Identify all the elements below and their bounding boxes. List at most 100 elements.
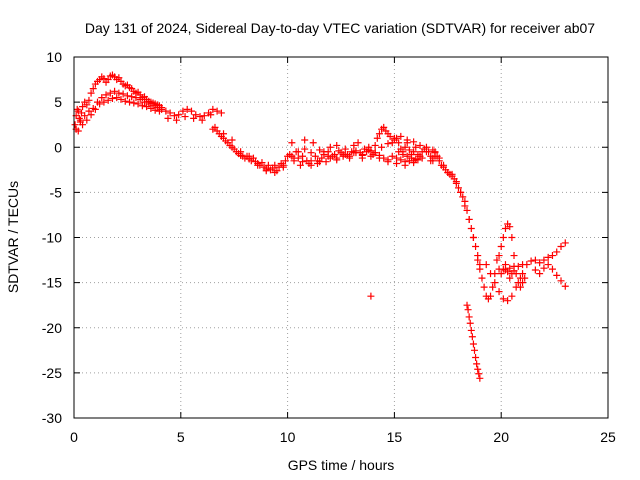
y-tick-label: -20 [42, 320, 62, 336]
data-point [393, 154, 401, 162]
data-point [71, 121, 79, 129]
data-point [399, 150, 407, 158]
data-point [489, 283, 497, 291]
data-point [228, 136, 236, 144]
data-point [431, 149, 439, 157]
data-point [115, 89, 123, 97]
tick-labels: 0 5 10 15 20 25 -30 -25 -20 -15 -10 -5 0 5 10 [42, 49, 616, 445]
data-point [322, 158, 330, 166]
data-point [258, 159, 266, 167]
data-point [418, 154, 426, 162]
y-axis-label: SDTVAR / TECUs [5, 181, 21, 293]
data-point [217, 109, 225, 117]
data-point [279, 163, 287, 171]
data-point [162, 107, 170, 115]
data-point [187, 107, 195, 115]
data-point [504, 297, 512, 305]
data-point [410, 148, 418, 156]
grid-lines [74, 57, 608, 418]
data-point [74, 127, 82, 135]
data-point [271, 169, 279, 177]
data-point [262, 167, 270, 175]
data-point [79, 121, 87, 129]
data-point [367, 292, 375, 300]
data-point [457, 188, 465, 196]
data-point [427, 157, 435, 165]
data-point [506, 223, 514, 231]
data-series [71, 71, 569, 382]
data-point [104, 76, 112, 84]
plot-frame [73, 56, 609, 419]
data-point [506, 264, 514, 272]
chart-title: Day 131 of 2024, Sidereal Day-to-day VTE… [85, 20, 595, 36]
data-point [326, 143, 334, 151]
data-point [508, 234, 516, 241]
data-point [170, 112, 178, 120]
data-point [290, 154, 298, 162]
data-point [395, 139, 403, 147]
data-point [294, 148, 302, 156]
x-axis-label: GPS time / hours [288, 457, 395, 473]
data-point [464, 306, 472, 314]
data-point [281, 157, 289, 165]
data-point [380, 154, 388, 162]
data-point [237, 148, 245, 156]
data-point [459, 193, 467, 201]
data-point [331, 150, 339, 158]
data-point [480, 283, 488, 291]
x-tick-label: 20 [493, 429, 509, 445]
data-point [104, 96, 112, 104]
data-point [155, 107, 163, 115]
data-point [143, 103, 151, 111]
data-point [333, 141, 341, 149]
data-point [341, 150, 349, 158]
data-point [512, 283, 520, 291]
data-point [544, 261, 552, 269]
data-point [307, 149, 315, 157]
data-point [375, 151, 383, 159]
data-point [91, 105, 99, 113]
data-point [401, 158, 409, 166]
data-point [531, 256, 539, 264]
data-point [487, 292, 495, 300]
data-point [468, 333, 476, 341]
y-tick-label: -30 [42, 410, 62, 426]
data-point [151, 106, 159, 114]
data-point [516, 274, 524, 282]
data-point [472, 354, 480, 362]
data-point [397, 156, 405, 164]
data-point [548, 265, 556, 273]
data-point [81, 112, 89, 120]
data-point [138, 102, 146, 110]
data-point [309, 139, 317, 147]
data-point [465, 215, 473, 223]
data-point [108, 95, 116, 103]
data-point [175, 111, 183, 119]
data-point [301, 136, 309, 144]
data-point [209, 105, 217, 113]
data-point [249, 154, 257, 162]
data-point [307, 161, 315, 169]
data-point [136, 95, 144, 103]
data-point [211, 123, 219, 131]
data-point [365, 146, 373, 154]
data-point [435, 154, 443, 162]
data-point [181, 113, 189, 121]
data-point [501, 224, 509, 232]
data-point [79, 103, 87, 111]
data-point [128, 93, 136, 101]
data-point [220, 130, 228, 138]
data-point [190, 114, 198, 122]
data-point [83, 116, 91, 124]
data-point [264, 161, 272, 169]
data-point [497, 243, 505, 251]
data-point [198, 116, 206, 124]
data-point [471, 346, 478, 354]
data-point [299, 158, 307, 166]
data-point [173, 116, 181, 124]
data-point [397, 132, 405, 140]
x-tick-label: 15 [387, 429, 403, 445]
data-point [410, 159, 418, 167]
data-point [544, 253, 552, 261]
data-point [540, 264, 548, 272]
